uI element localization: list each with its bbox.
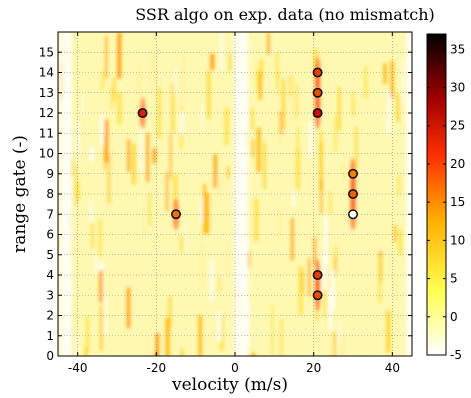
y-tick-label: 10 [39, 147, 54, 161]
colorbar-tick-label: 15 [450, 195, 465, 209]
colorbar-tick-label: 5 [450, 272, 458, 286]
y-tick-label: 11 [39, 126, 54, 140]
y-axis-label: range gate (-) [10, 135, 30, 253]
colorbar-ticks: -5 0 5 10 15 20 25 30 35 [427, 42, 465, 362]
chart-title: SSR algo on exp. data (no mismatch) [135, 5, 435, 24]
y-tick-label: 8 [46, 187, 54, 201]
x-tick-label: 0 [231, 361, 239, 375]
colorbar-tick-label: 25 [450, 119, 465, 133]
target-point [312, 108, 323, 118]
x-axis-label: velocity (m/s) [171, 375, 288, 395]
y-tick-label: 2 [46, 309, 54, 323]
detected-targets [137, 67, 358, 301]
x-tick-label: 20 [306, 361, 321, 375]
target-point [312, 67, 323, 78]
x-tick-label: -20 [147, 361, 167, 375]
target-point [171, 209, 181, 220]
target-point [348, 189, 358, 199]
x-tick-label: 40 [385, 361, 400, 375]
target-point [137, 108, 148, 118]
y-tick-label: 12 [39, 106, 54, 120]
y-tick-label: 14 [39, 66, 54, 80]
grid-lines [58, 32, 412, 357]
y-tick-label: 6 [46, 228, 54, 242]
target-point [312, 290, 323, 301]
colorbar-tick-label: 10 [450, 233, 465, 247]
x-axis: -40 -20 0 20 40 [68, 32, 400, 375]
y-tick-label: 9 [46, 167, 54, 181]
y-tick-label: 7 [46, 207, 54, 221]
y-tick-label: 15 [39, 45, 54, 59]
target-point [312, 87, 323, 98]
colorbar-tick-label: 30 [450, 81, 465, 95]
target-point [348, 209, 358, 220]
colorbar-tick-label: 20 [450, 157, 465, 171]
y-tick-label: 4 [46, 268, 54, 282]
target-point [312, 270, 323, 280]
x-tick-label: -40 [68, 361, 88, 375]
y-tick-label: 5 [46, 248, 54, 262]
y-tick-label: 0 [46, 349, 54, 363]
y-tick-label: 13 [39, 86, 54, 100]
heatmap-texture [58, 32, 412, 356]
colorbar [426, 33, 447, 356]
y-tick-label: 3 [46, 288, 54, 302]
colorbar-tick-label: 35 [450, 42, 465, 56]
y-tick-label: 1 [46, 329, 54, 343]
target-point [348, 168, 358, 179]
colorbar-tick-label: -5 [450, 348, 462, 362]
colorbar-tick-label: 0 [450, 310, 458, 324]
